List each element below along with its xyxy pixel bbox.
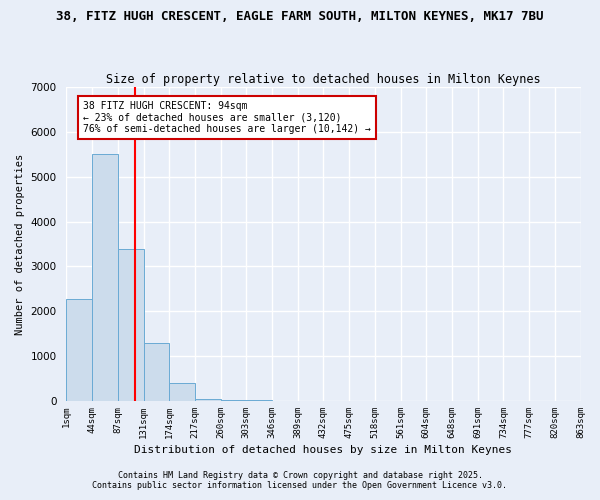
Y-axis label: Number of detached properties: Number of detached properties <box>15 154 25 334</box>
X-axis label: Distribution of detached houses by size in Milton Keynes: Distribution of detached houses by size … <box>134 445 512 455</box>
Bar <box>67 298 92 401</box>
Bar <box>169 383 195 401</box>
Text: 38 FITZ HUGH CRESCENT: 94sqm
← 23% of detached houses are smaller (3,120)
76% of: 38 FITZ HUGH CRESCENT: 94sqm ← 23% of de… <box>83 100 371 134</box>
Bar <box>92 154 118 401</box>
Bar <box>195 398 221 401</box>
Bar <box>118 248 143 401</box>
Bar <box>143 342 169 401</box>
Text: Contains HM Land Registry data © Crown copyright and database right 2025.
Contai: Contains HM Land Registry data © Crown c… <box>92 470 508 490</box>
Text: 38, FITZ HUGH CRESCENT, EAGLE FARM SOUTH, MILTON KEYNES, MK17 7BU: 38, FITZ HUGH CRESCENT, EAGLE FARM SOUTH… <box>56 10 544 23</box>
Bar <box>221 400 247 401</box>
Title: Size of property relative to detached houses in Milton Keynes: Size of property relative to detached ho… <box>106 73 541 86</box>
